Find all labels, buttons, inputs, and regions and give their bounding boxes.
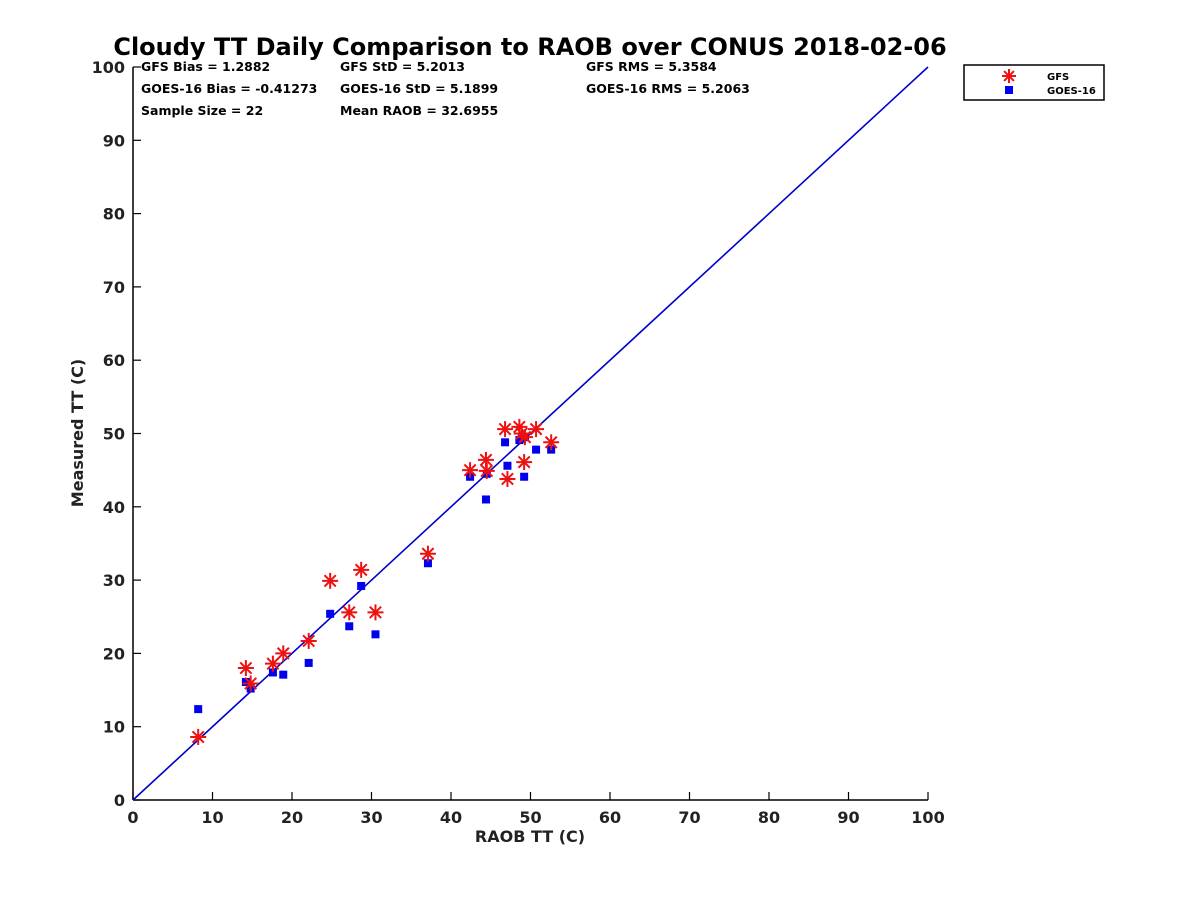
legend-label-gfs: GFS bbox=[1047, 72, 1069, 83]
gfs-point bbox=[462, 462, 479, 479]
stat-text: GFS StD = 5.2013 bbox=[340, 59, 465, 74]
legend-label-goes-16: GOES-16 bbox=[1047, 86, 1096, 97]
gfs-point bbox=[367, 604, 384, 621]
stat-text: Mean RAOB = 32.6955 bbox=[340, 103, 498, 118]
y-tick-label: 20 bbox=[103, 644, 125, 663]
gfs-point bbox=[543, 434, 560, 451]
gfs-point bbox=[499, 470, 516, 487]
x-tick-label: 0 bbox=[127, 808, 138, 827]
y-tick-label: 100 bbox=[92, 58, 125, 77]
x-tick-label: 70 bbox=[678, 808, 700, 827]
y-axis-label: Measured TT (C) bbox=[68, 359, 87, 507]
gfs-point bbox=[477, 451, 494, 468]
goes-16-point bbox=[423, 559, 432, 568]
goes-16-point bbox=[481, 495, 490, 504]
gfs-point bbox=[322, 572, 339, 589]
x-tick-label: 20 bbox=[281, 808, 303, 827]
goes-16-point bbox=[326, 609, 335, 618]
gfs-point bbox=[242, 675, 259, 692]
gfs-point bbox=[264, 655, 281, 672]
goes-16-point bbox=[532, 445, 541, 454]
gfs-point bbox=[516, 429, 533, 446]
gfs-point bbox=[237, 660, 254, 677]
goes-16-point bbox=[357, 581, 366, 590]
goes-16-point bbox=[501, 438, 510, 447]
legend-box bbox=[963, 64, 1105, 101]
legend-marker-goes-16 bbox=[1005, 86, 1013, 94]
gfs-point bbox=[497, 421, 514, 438]
x-tick-label: 10 bbox=[201, 808, 223, 827]
y-tick-label: 30 bbox=[103, 571, 125, 590]
gfs-point bbox=[353, 561, 370, 578]
goes-16-point bbox=[304, 658, 313, 667]
y-tick-label: 40 bbox=[103, 498, 125, 517]
x-tick-label: 90 bbox=[837, 808, 859, 827]
gfs-point bbox=[419, 545, 436, 562]
goes-16-point bbox=[268, 668, 277, 677]
gfs-point bbox=[341, 604, 358, 621]
goes-16-point bbox=[241, 677, 250, 686]
gfs-point bbox=[190, 728, 207, 745]
gfs-point bbox=[528, 421, 545, 438]
y-tick-label: 0 bbox=[114, 791, 125, 810]
x-tick-label: 50 bbox=[519, 808, 541, 827]
goes-16-point bbox=[345, 622, 354, 631]
chart-title: Cloudy TT Daily Comparison to RAOB over … bbox=[113, 33, 946, 61]
goes-16-point bbox=[279, 670, 288, 679]
stat-text: GOES-16 RMS = 5.2063 bbox=[586, 81, 750, 96]
gfs-point bbox=[300, 632, 317, 649]
legend-marker-gfs bbox=[1002, 69, 1016, 83]
x-tick-label: 80 bbox=[758, 808, 780, 827]
stat-text: GOES-16 StD = 5.1899 bbox=[340, 81, 498, 96]
axes: 0 10 20 30 40 50 60 70 80 90 100 0 10 20 30 40 50 60 70 80 9… bbox=[92, 58, 945, 827]
stat-text: GFS RMS = 5.3584 bbox=[586, 59, 717, 74]
x-tick-label: 30 bbox=[360, 808, 382, 827]
statistics-block: GFS Bias = 1.2882 GFS StD = 5.2013 GFS RMS… bbox=[141, 59, 750, 118]
y-tick-label: 10 bbox=[103, 718, 125, 737]
goes-16-point bbox=[503, 461, 512, 470]
x-tick-label: 100 bbox=[911, 808, 944, 827]
data-points bbox=[190, 418, 560, 745]
goes-16-point bbox=[194, 705, 203, 714]
gfs-point bbox=[478, 462, 495, 479]
legend: GFS GOES-16 bbox=[963, 64, 1105, 101]
x-axis-label: RAOB TT (C) bbox=[475, 827, 585, 846]
stat-text: GOES-16 Bias = -0.41273 bbox=[141, 81, 317, 96]
stat-text: Sample Size = 22 bbox=[141, 103, 263, 118]
y-tick-label: 50 bbox=[103, 425, 125, 444]
goes-16-point bbox=[520, 472, 529, 481]
gfs-point bbox=[516, 454, 533, 471]
y-tick-label: 70 bbox=[103, 278, 125, 297]
x-tick-label: 60 bbox=[599, 808, 621, 827]
y-tick-label: 80 bbox=[103, 205, 125, 224]
y-tick-label: 90 bbox=[103, 131, 125, 150]
y-tick-label: 60 bbox=[103, 351, 125, 370]
goes-16-point bbox=[371, 630, 380, 639]
stat-text: GFS Bias = 1.2882 bbox=[141, 59, 270, 74]
gfs-point bbox=[275, 645, 292, 662]
x-tick-label: 40 bbox=[440, 808, 462, 827]
